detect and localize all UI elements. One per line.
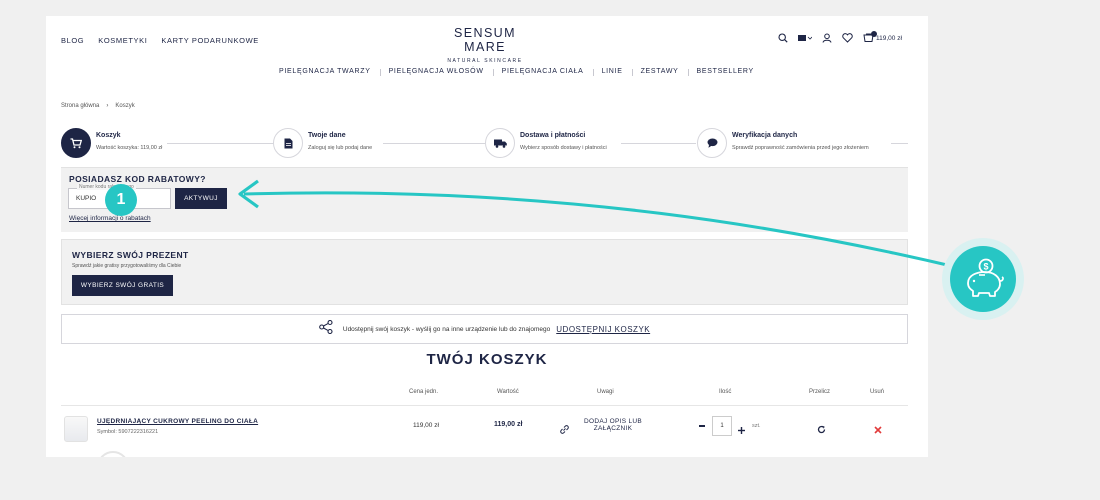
step-dostawa[interactable]: Dostawa i płatności Wybierz sposób dosta… [485, 128, 607, 158]
nav-linie[interactable]: LINIE [592, 68, 632, 76]
cart-count-badge [871, 31, 877, 37]
nav-pielegnacja-ciala[interactable]: PIELĘGNACJA CIAŁA [492, 68, 593, 76]
step-divider [891, 143, 908, 144]
language-flag-icon[interactable] [798, 34, 812, 42]
item-value: 119,00 zł [494, 421, 523, 428]
cart-icon [863, 31, 877, 43]
nav-pielegnacja-wlosow[interactable]: PIELĘGNACJA WŁOSÓW [379, 68, 493, 76]
heart-icon[interactable] [842, 33, 853, 43]
share-text: Udostępnij swój koszyk - wyślij go na in… [342, 325, 551, 333]
table-divider [61, 405, 908, 406]
product-name[interactable]: UJĘDRNIAJĄCY CUKROWY PEELING DO CIAŁA [97, 418, 259, 425]
logo[interactable]: SENSUM MARE NATURAL SKINCARE [434, 26, 536, 64]
remove-icon[interactable] [874, 421, 882, 439]
breadcrumb-separator-icon: › [106, 103, 109, 109]
step-twoje-dane[interactable]: Twoje dane Zaloguj się lub podaj dane [273, 128, 372, 158]
plus-icon[interactable] [738, 421, 745, 439]
product-symbol: Symbol: 5907222316221 [97, 429, 159, 435]
cart-button[interactable]: 119,00 zł [863, 31, 902, 43]
col-notes: Uwagi [597, 389, 614, 395]
promo-code-label: Numer kodu rabatowego [77, 184, 136, 190]
link-blog[interactable]: BLOG [61, 36, 85, 45]
col-quantity: Ilość [719, 389, 732, 395]
share-cart-link[interactable]: UDOSTĘPNIJ KOSZYK [556, 324, 651, 334]
user-icon[interactable] [822, 33, 832, 43]
piggy-bank-icon: $ [950, 246, 1016, 312]
choose-gift-button[interactable]: WYBIERZ SWÓJ GRATIS [72, 275, 173, 296]
search-icon[interactable] [778, 33, 788, 43]
step-title: Twoje dane [308, 132, 346, 139]
discount-info-link[interactable]: Więcej informacji o rabatach [69, 215, 151, 222]
col-value: Wartość [497, 389, 519, 395]
top-links: BLOG KOSMETYKI KARTY PODARUNKOWE [61, 36, 273, 45]
share-cart-bar: Udostępnij swój koszyk - wyślij go na in… [61, 314, 908, 344]
nav-zestawy[interactable]: ZESTAWY [631, 68, 688, 76]
logo-sub: NATURAL SKINCARE [447, 58, 523, 64]
document-icon [273, 128, 303, 158]
cart-total: 119,00 zł [876, 34, 902, 42]
promo-code-section: POSIADASZ KOD RABATOWY? Numer kodu rabat… [61, 167, 908, 232]
breadcrumb-home[interactable]: Strona główna [61, 103, 100, 109]
cart-icon [61, 128, 91, 158]
truck-icon [485, 128, 515, 158]
step-divider [383, 143, 485, 144]
logo-main: SENSUM MARE [454, 26, 516, 54]
breadcrumb: Strona główna › Koszyk [61, 103, 135, 109]
col-recalculate: Przelicz [809, 389, 831, 395]
step-desc: Sprawdź poprawność zamówienia przed jego… [732, 145, 869, 151]
checkout-steps: Koszyk Wartość koszyka: 119,00 zł Twoje … [61, 128, 908, 160]
svg-text:$: $ [983, 262, 988, 272]
quantity-unit: szt. [752, 423, 761, 429]
step-weryfikacja[interactable]: Weryfikacja danych Sprawdź poprawność za… [697, 128, 869, 158]
step-title: Koszyk [96, 132, 121, 139]
chat-bubble-icon [697, 128, 727, 158]
main-nav: PIELĘGNACJA TWARZY PIELĘGNACJA WŁOSÓW PI… [270, 68, 763, 76]
quantity-input[interactable]: 1 [712, 416, 732, 436]
minus-icon[interactable] [699, 425, 705, 427]
link-kosmetyki[interactable]: KOSMETYKI [98, 36, 148, 45]
step-divider [621, 143, 696, 144]
breadcrumb-current: Koszyk [115, 103, 135, 109]
link-karty-podarunkowe[interactable]: KARTY PODARUNKOWE [161, 36, 259, 45]
promo-code-value: KUPIO [76, 195, 97, 202]
add-note-line1: DODAJ OPIS LUB [583, 418, 643, 425]
promo-heading: POSIADASZ KOD RABATOWY? [69, 174, 206, 184]
col-remove: Usuń [870, 389, 885, 395]
step-desc: Wartość koszyka: 119,00 zł [96, 145, 163, 151]
annotation-step-badge: 1 [105, 184, 137, 216]
step-title: Dostawa i płatności [520, 132, 586, 139]
refresh-icon[interactable] [817, 421, 826, 439]
activate-button[interactable]: AKTYWUJ [175, 188, 227, 209]
header-icons: 119,00 zł [778, 31, 902, 43]
unit-price: 119,00 zł [413, 422, 439, 429]
share-icon [319, 319, 333, 339]
col-unit-price: Cena jedn. [409, 389, 439, 395]
step-divider [167, 143, 275, 144]
step-koszyk[interactable]: Koszyk Wartość koszyka: 119,00 zł [61, 128, 162, 158]
gift-heading: WYBIERZ SWÓJ PREZENT [72, 250, 189, 260]
gift-section: WYBIERZ SWÓJ PREZENT Sprawdź jakie grati… [61, 239, 908, 305]
product-image[interactable] [64, 416, 88, 442]
cart-title: TWÓJ KOSZYK [426, 351, 548, 368]
add-note-button[interactable]: DODAJ OPIS LUB ZAŁĄCZNIK [582, 418, 644, 432]
shop-page: BLOG KOSMETYKI KARTY PODARUNKOWE SENSUM … [46, 16, 928, 457]
add-note-line2: ZAŁĄCZNIK [593, 425, 633, 432]
step-title: Weryfikacja danych [732, 132, 798, 139]
step-desc: Zaloguj się lub podaj dane [308, 145, 373, 151]
nav-pielegnacja-twarzy[interactable]: PIELĘGNACJA TWARZY [279, 68, 371, 75]
attachment-link-icon[interactable] [560, 421, 569, 439]
gift-subtext: Sprawdź jakie gratisy przygotowaliśmy dl… [72, 263, 182, 269]
step-desc: Wybierz sposób dostawy i płatności [520, 145, 607, 151]
nav-bestsellery[interactable]: BESTSELLERY [687, 68, 763, 76]
